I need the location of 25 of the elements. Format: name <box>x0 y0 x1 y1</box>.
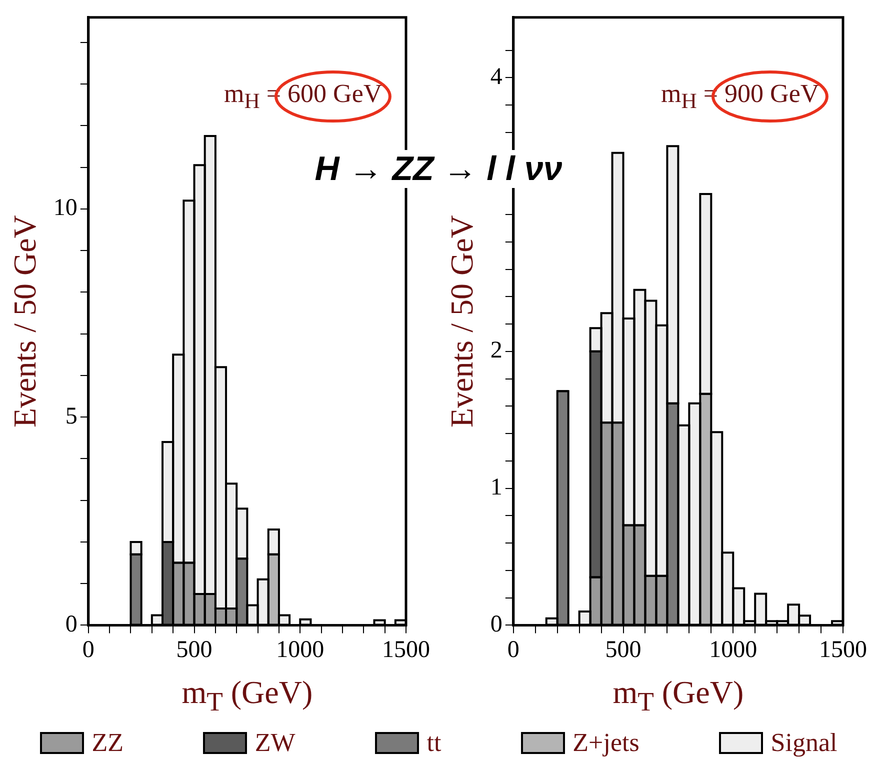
x-tick-label: 500 <box>605 636 642 663</box>
text: H → ZZ → l l νν <box>310 150 566 188</box>
legend-label: ZZ <box>92 728 124 758</box>
x-tick-label: 0 <box>507 636 520 663</box>
y-tick-label: 2 <box>490 338 502 364</box>
legend-label: Signal <box>770 728 838 758</box>
x-tick-label: 1500 <box>382 636 430 663</box>
y-tick-label: 1 <box>490 474 502 501</box>
y-tick-label: 0 <box>490 611 502 638</box>
y-axis-title: Events / 50 GeV <box>6 215 43 428</box>
y-tick-label: 10 <box>53 195 78 222</box>
x-axis-title: m$_{T}$ (GeV) <box>182 674 313 718</box>
legend-label: ZW <box>254 728 296 758</box>
legend-label: Z+jets <box>572 728 640 758</box>
y-tick-label: 0 <box>65 611 78 638</box>
x-tick-label: 1000 <box>276 636 324 663</box>
y-tick-label: 4 <box>490 64 502 90</box>
legend-label: tt <box>426 728 442 758</box>
y-tick-label: 5 <box>65 403 78 430</box>
y-axis-title: Events / 50 GeV <box>444 215 480 428</box>
x-tick-label: 1500 <box>819 636 867 663</box>
x-tick-label: 500 <box>176 636 212 663</box>
x-tick-label: 1000 <box>709 636 758 663</box>
x-tick-label: 0 <box>82 636 94 663</box>
x-axis-title: m$_{T}$ (GeV) <box>612 674 744 718</box>
